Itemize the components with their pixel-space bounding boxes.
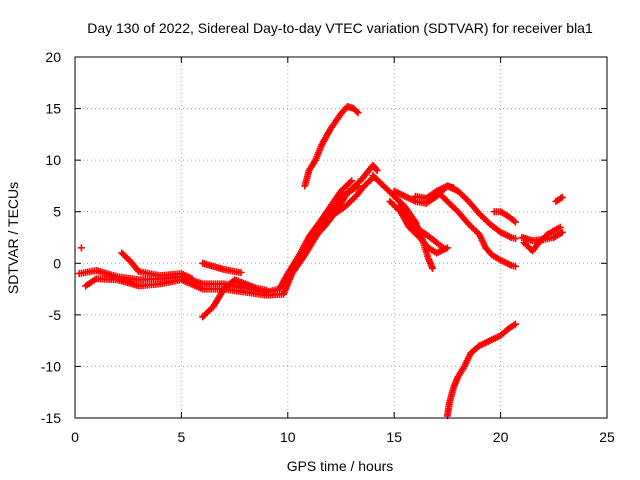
data-point bbox=[188, 275, 196, 283]
data-point bbox=[511, 320, 519, 328]
y-tick-labels: -15 -10 -5 0 5 10 15 20 bbox=[41, 49, 61, 426]
data-points bbox=[75, 103, 566, 420]
y-tick-label: 5 bbox=[53, 204, 61, 220]
x-tick-label: 25 bbox=[599, 429, 615, 445]
series-pass-9 bbox=[369, 172, 437, 272]
data-point bbox=[558, 228, 566, 236]
x-tick-label: 15 bbox=[386, 429, 402, 445]
series-pass-12 bbox=[390, 182, 519, 243]
data-point bbox=[439, 244, 447, 252]
data-point bbox=[348, 177, 356, 185]
y-tick-label: 20 bbox=[45, 49, 61, 65]
data-point bbox=[372, 165, 380, 173]
x-axis-label: GPS time / hours bbox=[287, 458, 394, 474]
x-tick-label: 5 bbox=[178, 429, 186, 445]
series-pass-6 bbox=[301, 103, 362, 190]
series-pass-8 bbox=[309, 174, 377, 241]
data-point bbox=[77, 244, 85, 252]
series-pass-4 bbox=[199, 276, 271, 321]
series-pass-3 bbox=[118, 249, 196, 283]
data-point bbox=[429, 264, 437, 272]
data-point bbox=[556, 223, 564, 231]
series-pass-19 bbox=[552, 193, 566, 205]
grid-lines bbox=[75, 57, 607, 418]
data-point bbox=[450, 184, 458, 192]
y-tick-label: 15 bbox=[45, 101, 61, 117]
chart-title: Day 130 of 2022, Sidereal Day-to-day VTE… bbox=[87, 20, 593, 36]
x-tick-label: 0 bbox=[71, 429, 79, 445]
data-point bbox=[373, 166, 381, 174]
data-point bbox=[511, 218, 519, 226]
plot-frame bbox=[74, 56, 608, 419]
series-pass-16 bbox=[443, 320, 519, 420]
series-pass-7 bbox=[297, 161, 381, 262]
data-point bbox=[511, 262, 519, 270]
y-tick-label: -15 bbox=[41, 410, 61, 426]
data-point bbox=[511, 235, 519, 243]
series-pass-11 bbox=[394, 203, 447, 252]
data-point bbox=[346, 178, 354, 186]
y-tick-label: 10 bbox=[45, 152, 61, 168]
data-point bbox=[558, 193, 566, 201]
x-tick-labels: 0 5 10 15 20 25 bbox=[71, 429, 615, 445]
data-point bbox=[237, 269, 245, 277]
x-tick-label: 10 bbox=[280, 429, 296, 445]
series-pass-14 bbox=[433, 187, 519, 270]
data-point bbox=[354, 109, 362, 117]
series-pass-18 bbox=[520, 223, 564, 255]
series-pass-5 bbox=[199, 259, 245, 277]
y-tick-label: -5 bbox=[49, 307, 62, 323]
series-pass-20 bbox=[77, 244, 85, 252]
y-tick-label: -10 bbox=[41, 358, 61, 374]
data-point bbox=[353, 107, 361, 115]
series-pass-15 bbox=[490, 208, 519, 226]
data-point bbox=[263, 286, 271, 294]
y-tick-label: 0 bbox=[53, 255, 61, 271]
y-axis-label: SDTVAR / TECUs bbox=[5, 182, 21, 294]
x-tick-label: 20 bbox=[493, 429, 509, 445]
